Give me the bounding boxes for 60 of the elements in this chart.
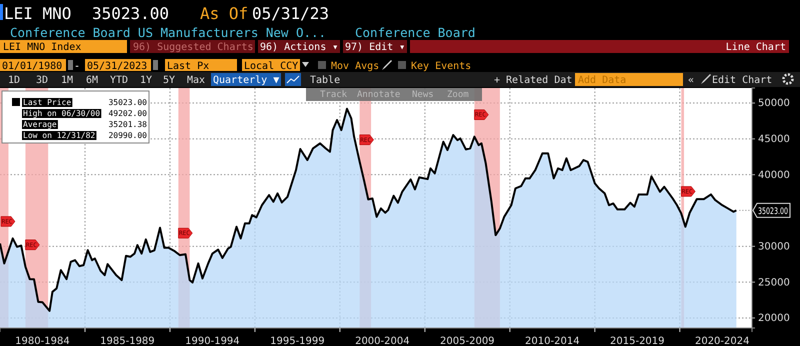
y-tick-label: 30000 xyxy=(758,242,790,253)
annotation: News xyxy=(412,90,434,100)
annotation: 35201.38 xyxy=(108,120,148,129)
annotation: 49202.00 xyxy=(108,109,148,118)
text: Mov Avgs xyxy=(331,61,380,72)
text: YTD xyxy=(110,75,128,86)
annotation: High on 06/30/00 xyxy=(23,109,100,118)
annotation: Track xyxy=(320,90,348,100)
button: Line Chart xyxy=(410,40,789,53)
legend-label: Last Price xyxy=(23,98,72,107)
text: 1M xyxy=(61,75,74,86)
x-tick-label: 2020-2024 xyxy=(694,336,750,346)
input-field: 01/01/1980 xyxy=(0,59,66,72)
text: LEI MNO xyxy=(4,4,72,23)
input-field: Local CCY xyxy=(242,59,300,72)
x-tick-label: 2005-2009 xyxy=(440,336,495,346)
x-tick-label: 1995-1999 xyxy=(270,336,325,346)
text: Conference Board xyxy=(355,25,476,40)
x-tick-label: 2015-2019 xyxy=(610,336,665,346)
y-tick-label: 45000 xyxy=(758,134,790,146)
text: 05/31/23 xyxy=(252,4,330,23)
y-tick-label: 40000 xyxy=(758,170,790,181)
text: 1D xyxy=(8,75,20,86)
annotation: 35023.00 xyxy=(758,206,800,217)
text: As Of xyxy=(200,4,248,23)
x-tick-label: 1980-1984 xyxy=(15,336,70,346)
text: 3D xyxy=(36,75,48,86)
text: Key Events xyxy=(411,61,472,72)
x-tick-label: 1990-1994 xyxy=(185,336,240,346)
text: 6M xyxy=(86,75,98,86)
button: 96) Actions ▾ xyxy=(258,40,340,53)
x-tick-label: 2010-2014 xyxy=(525,336,580,346)
text: 5Y xyxy=(163,75,176,86)
annotation: 35023.00 xyxy=(108,98,148,107)
input-field: LEI MNO Index xyxy=(0,40,127,53)
input-field: Last Px xyxy=(165,59,237,72)
y-tick-label: 25000 xyxy=(758,277,790,288)
text: Conference Board US Manufacturers New O... xyxy=(10,25,326,40)
annotation: Average xyxy=(23,120,57,129)
button: Quarterly ▼ xyxy=(211,73,281,86)
annotation: Annotate xyxy=(357,90,400,100)
y-tick-label: 50000 xyxy=(758,98,790,110)
annotation: Zoom xyxy=(447,90,469,100)
text: « xyxy=(688,75,694,86)
input-field: Add Data xyxy=(575,73,683,86)
text: 1Y xyxy=(140,75,152,86)
text: - xyxy=(74,61,80,72)
x-tick-label: 1985-1989 xyxy=(100,336,155,346)
x-tick-label: 2000-2004 xyxy=(355,336,410,346)
text: Max xyxy=(187,75,206,86)
text: + Related Dat xyxy=(494,75,572,86)
text: Edit Chart xyxy=(712,75,772,86)
button: 97) Edit ▾ xyxy=(343,40,407,53)
y-tick-label: 20000 xyxy=(758,313,790,324)
button: 96) Suggested Charts xyxy=(130,40,255,53)
text: Table xyxy=(310,75,340,86)
text: 35023.00 xyxy=(92,4,170,23)
input-field: 05/31/2023 xyxy=(85,59,151,72)
annotation: Low on 12/31/82 xyxy=(23,131,96,140)
annotation: 20990.00 xyxy=(108,131,148,140)
